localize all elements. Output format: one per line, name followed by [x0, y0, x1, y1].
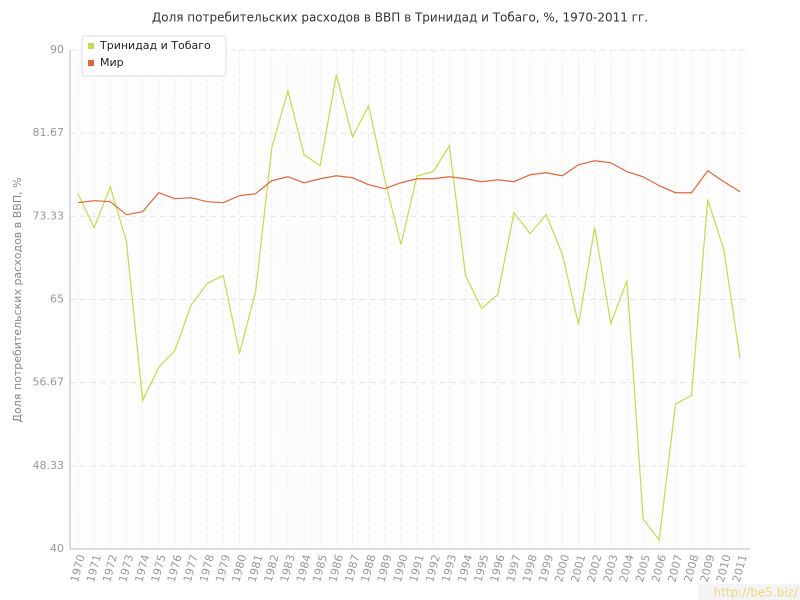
series-line [77, 74, 741, 542]
legend-swatch [88, 60, 94, 66]
legend-label: Тринидад и Тобаго [99, 39, 211, 52]
y-tick-label: 48.33 [33, 459, 65, 472]
y-tick-label: 40 [50, 542, 64, 555]
legend-label: Мир [100, 56, 124, 69]
y-tick-label: 90 [50, 43, 64, 56]
watermark: http://be5.biz/ [713, 586, 798, 600]
y-tick-label: 56.67 [33, 376, 65, 389]
y-tick-label: 65 [50, 293, 64, 306]
legend-box [81, 35, 227, 77]
y-tick-label: 81.67 [33, 126, 65, 139]
chart-title: Доля потребительских расходов в ВВП в Тр… [152, 11, 648, 25]
legend-swatch [88, 43, 94, 49]
y-tick-label: 73.33 [33, 209, 65, 222]
watermark-bg [698, 584, 800, 600]
y-axis-label: Доля потребительских расходов в ВВП, % [11, 177, 24, 422]
series-line [77, 160, 741, 216]
